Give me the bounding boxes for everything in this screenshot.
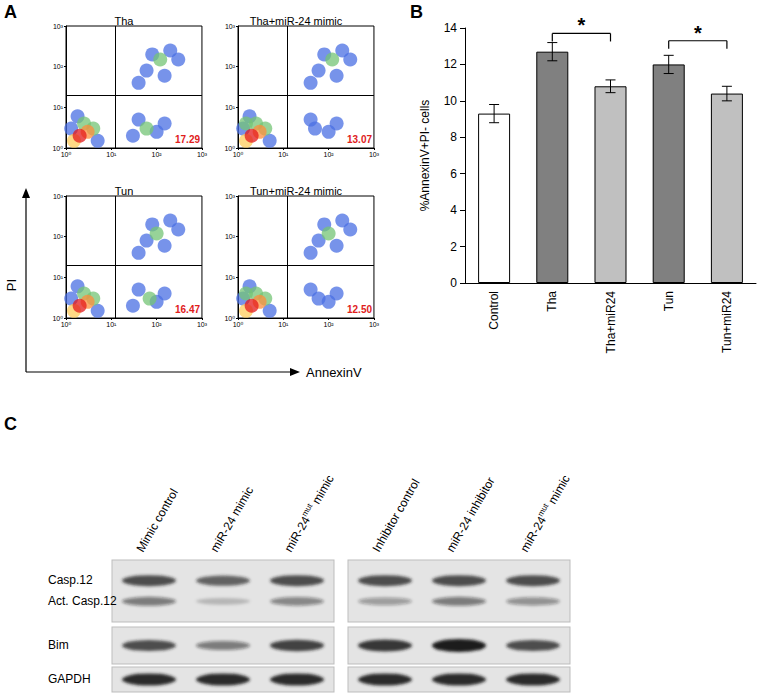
svg-text:Tha: Tha	[545, 291, 559, 312]
svg-text:Tha: Tha	[115, 15, 135, 27]
svg-text:Control: Control	[487, 291, 501, 330]
svg-text:10⁰: 10⁰	[52, 144, 63, 152]
svg-text:PI: PI	[4, 279, 19, 291]
svg-text:*: *	[578, 14, 586, 36]
svg-text:10²: 10²	[53, 63, 64, 70]
svg-text:14: 14	[444, 21, 458, 35]
svg-text:10¹: 10¹	[106, 321, 117, 328]
svg-text:Inhibitor control: Inhibitor control	[369, 476, 422, 554]
svg-text:8: 8	[450, 130, 457, 144]
svg-text:10¹: 10¹	[106, 151, 117, 158]
svg-text:Mimic control: Mimic control	[133, 486, 180, 554]
svg-text:10³: 10³	[369, 321, 380, 328]
svg-text:10²: 10²	[152, 151, 163, 158]
svg-text:6: 6	[450, 167, 457, 181]
svg-text:10⁰: 10⁰	[224, 314, 235, 322]
svg-text:4: 4	[450, 203, 457, 217]
svg-text:10³: 10³	[53, 23, 64, 30]
svg-text:Tun+miR24: Tun+miR24	[720, 291, 734, 353]
svg-text:Casp.12: Casp.12	[48, 573, 93, 587]
svg-text:10⁰: 10⁰	[61, 151, 72, 158]
svg-text:10²: 10²	[152, 321, 163, 328]
svg-text:10³: 10³	[225, 193, 236, 200]
svg-text:10²: 10²	[324, 151, 335, 158]
svg-text:10: 10	[444, 94, 458, 108]
svg-text:10⁰: 10⁰	[233, 321, 244, 328]
svg-text:Tun: Tun	[115, 185, 134, 197]
svg-text:10⁰: 10⁰	[61, 321, 72, 328]
svg-text:AnnexinV: AnnexinV	[306, 365, 362, 380]
svg-text:12: 12	[444, 57, 458, 71]
svg-text:10⁰: 10⁰	[233, 151, 244, 158]
svg-text:%AnnexinV+PI- cells: %AnnexinV+PI- cells	[418, 100, 432, 212]
svg-text:2: 2	[450, 240, 457, 254]
svg-text:10³: 10³	[197, 321, 208, 328]
svg-text:17.29: 17.29	[175, 134, 200, 145]
svg-text:Tha+miR24: Tha+miR24	[604, 291, 618, 354]
svg-text:Tun: Tun	[662, 291, 676, 311]
svg-text:miR-24 inhibitor: miR-24 inhibitor	[443, 475, 497, 555]
svg-text:10³: 10³	[197, 151, 208, 158]
svg-text:0: 0	[450, 276, 457, 290]
svg-text:A: A	[4, 2, 17, 22]
svg-text:16.47: 16.47	[175, 304, 200, 315]
svg-text:10³: 10³	[53, 193, 64, 200]
svg-text:miR-24 mimic: miR-24 mimic	[207, 484, 256, 555]
svg-text:10¹: 10¹	[53, 104, 64, 111]
svg-text:Bim: Bim	[48, 638, 69, 652]
svg-text:12.50: 12.50	[347, 304, 372, 315]
svg-text:10¹: 10¹	[225, 274, 236, 281]
svg-text:10³: 10³	[369, 151, 380, 158]
svg-text:Act. Casp.12: Act. Casp.12	[48, 594, 117, 608]
svg-text:10¹: 10¹	[53, 274, 64, 281]
svg-text:10²: 10²	[225, 233, 236, 240]
svg-text:13.07: 13.07	[347, 134, 372, 145]
svg-text:10³: 10³	[225, 23, 236, 30]
svg-text:*: *	[694, 22, 702, 44]
svg-text:B: B	[410, 2, 423, 22]
svg-text:miR-24mut mimic: miR-24mut mimic	[517, 472, 573, 555]
svg-text:Tun+miR-24 mimic: Tun+miR-24 mimic	[250, 185, 343, 197]
svg-text:10¹: 10¹	[278, 151, 289, 158]
svg-text:Tha+miR-24 mimic: Tha+miR-24 mimic	[250, 15, 343, 27]
svg-text:10¹: 10¹	[225, 104, 236, 111]
svg-text:10²: 10²	[324, 321, 335, 328]
svg-text:10²: 10²	[53, 233, 64, 240]
svg-text:10⁰: 10⁰	[224, 144, 235, 152]
svg-text:10⁰: 10⁰	[52, 314, 63, 322]
svg-text:10²: 10²	[225, 63, 236, 70]
svg-text:GAPDH: GAPDH	[48, 672, 91, 686]
svg-text:10¹: 10¹	[278, 321, 289, 328]
svg-text:miR-24mut mimic: miR-24mut mimic	[281, 472, 337, 555]
svg-text:C: C	[4, 414, 17, 434]
